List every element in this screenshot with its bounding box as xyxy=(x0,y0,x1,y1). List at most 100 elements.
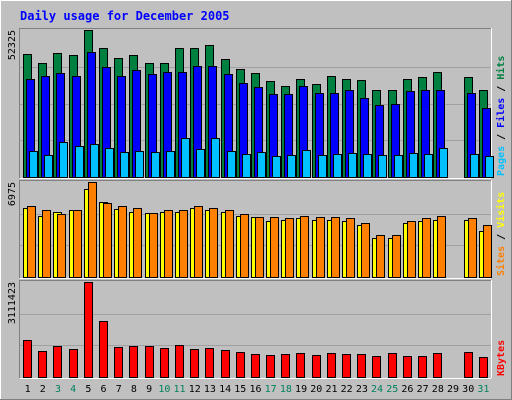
bar-pages-day-25 xyxy=(394,155,403,178)
bar-sites-day-31 xyxy=(483,225,492,278)
bar-pages-day-15 xyxy=(242,154,251,178)
x-label-day-23: 23 xyxy=(356,384,368,395)
bar-kbytes-day-15 xyxy=(236,352,245,378)
bar-sites-day-26 xyxy=(407,221,416,278)
x-label-day-13: 13 xyxy=(204,384,216,395)
x-label-day-25: 25 xyxy=(386,384,398,395)
bar-sites-day-19 xyxy=(300,216,309,278)
x-label-day-14: 14 xyxy=(219,384,231,395)
bar-pages-day-2 xyxy=(44,155,53,178)
bar-sites-day-30 xyxy=(468,218,477,278)
bar-pages-day-21 xyxy=(333,154,342,178)
bar-pages-day-23 xyxy=(363,154,372,178)
bar-kbytes-day-7 xyxy=(114,347,123,378)
bar-kbytes-day-14 xyxy=(221,350,230,378)
bar-kbytes-day-23 xyxy=(357,354,366,378)
x-label-day-4: 4 xyxy=(70,384,76,395)
side-legend-visits-sites: Sites / Visits xyxy=(495,192,507,276)
bar-pages-day-26 xyxy=(409,153,418,178)
x-label-day-31: 31 xyxy=(477,384,489,395)
x-label-day-3: 3 xyxy=(55,384,61,395)
x-label-day-10: 10 xyxy=(158,384,170,395)
bar-pages-day-27 xyxy=(424,154,433,178)
bar-kbytes-day-13 xyxy=(205,348,214,378)
bar-kbytes-day-17 xyxy=(266,355,275,378)
x-label-day-27: 27 xyxy=(417,384,429,395)
bar-pages-day-1 xyxy=(29,151,38,178)
bar-sites-day-11 xyxy=(179,210,188,278)
bar-sites-day-16 xyxy=(255,217,264,278)
y-max-label: 52325 xyxy=(7,30,18,60)
bar-sites-day-23 xyxy=(361,223,370,278)
bar-sites-day-25 xyxy=(392,235,401,278)
bar-kbytes-day-8 xyxy=(129,346,138,378)
bar-sites-day-8 xyxy=(133,208,142,278)
panel-visits-sites: 6975 Sites / Visits xyxy=(7,180,507,279)
bar-kbytes-day-19 xyxy=(296,353,305,378)
bar-sites-day-7 xyxy=(118,206,127,278)
bar-kbytes-day-16 xyxy=(251,354,260,378)
side-legend-separator: / xyxy=(496,128,507,146)
bar-kbytes-day-31 xyxy=(479,357,488,378)
bar-pages-day-30 xyxy=(470,154,479,178)
x-label-day-18: 18 xyxy=(280,384,292,395)
bar-kbytes-day-20 xyxy=(312,355,321,378)
bar-pages-day-6 xyxy=(105,148,114,178)
bar-sites-day-12 xyxy=(194,206,203,278)
side-legend-hits-files-pages: Pages / Files / Hits xyxy=(495,56,507,176)
panel-kbytes: 3111423 KBytes xyxy=(7,280,507,379)
side-legend-hits: Hits xyxy=(495,56,507,80)
x-label-day-17: 17 xyxy=(265,384,277,395)
bar-kbytes-day-12 xyxy=(190,349,199,378)
bar-pages-day-13 xyxy=(211,138,220,178)
bar-pages-day-17 xyxy=(272,156,281,178)
bar-pages-day-28 xyxy=(439,148,448,178)
bar-pages-day-11 xyxy=(181,138,190,178)
side-legend-separator: / xyxy=(496,228,507,246)
x-label-day-11: 11 xyxy=(174,384,186,395)
x-label-day-24: 24 xyxy=(371,384,383,395)
x-label-day-28: 28 xyxy=(432,384,444,395)
bar-pages-day-18 xyxy=(287,155,296,178)
bar-kbytes-day-25 xyxy=(388,353,397,378)
x-label-day-2: 2 xyxy=(40,384,46,395)
side-legend-pages: Pages xyxy=(496,146,507,176)
bar-sites-day-17 xyxy=(270,217,279,278)
bar-sites-day-18 xyxy=(285,218,294,278)
x-label-day-1: 1 xyxy=(25,384,31,395)
x-label-day-26: 26 xyxy=(401,384,413,395)
x-label-day-21: 21 xyxy=(325,384,337,395)
bar-sites-day-9 xyxy=(149,213,158,278)
bar-pages-day-22 xyxy=(348,153,357,178)
bar-sites-day-2 xyxy=(42,210,51,278)
bar-kbytes-day-21 xyxy=(327,353,336,378)
bar-pages-day-5 xyxy=(90,144,99,178)
x-label-day-6: 6 xyxy=(101,384,107,395)
bar-pages-day-3 xyxy=(59,142,68,178)
bar-sites-day-27 xyxy=(422,218,431,278)
bar-sites-day-3 xyxy=(57,214,66,278)
side-legend-kbytes: KBytes xyxy=(496,340,507,376)
x-label-day-8: 8 xyxy=(131,384,137,395)
x-label-day-7: 7 xyxy=(116,384,122,395)
bar-sites-day-20 xyxy=(316,217,325,278)
x-label-day-22: 22 xyxy=(341,384,353,395)
bar-sites-day-5 xyxy=(88,182,97,278)
bar-kbytes-day-1 xyxy=(23,340,32,378)
bar-kbytes-day-28 xyxy=(433,353,442,378)
bar-sites-day-28 xyxy=(437,216,446,278)
bar-pages-day-8 xyxy=(135,151,144,178)
side-legend-separator: / xyxy=(496,80,507,98)
bar-pages-day-4 xyxy=(75,146,84,178)
side-legend-files: Files xyxy=(495,98,507,128)
bar-kbytes-day-3 xyxy=(53,346,62,378)
y-max-label: 6975 xyxy=(7,182,18,206)
bar-sites-day-6 xyxy=(103,203,112,278)
bar-pages-day-31 xyxy=(485,156,494,178)
bar-kbytes-day-10 xyxy=(160,348,169,378)
bar-pages-day-7 xyxy=(120,152,129,178)
bar-sites-day-14 xyxy=(225,210,234,278)
side-legend-sites: Sites xyxy=(495,246,507,276)
x-label-day-12: 12 xyxy=(189,384,201,395)
x-label-day-5: 5 xyxy=(85,384,91,395)
